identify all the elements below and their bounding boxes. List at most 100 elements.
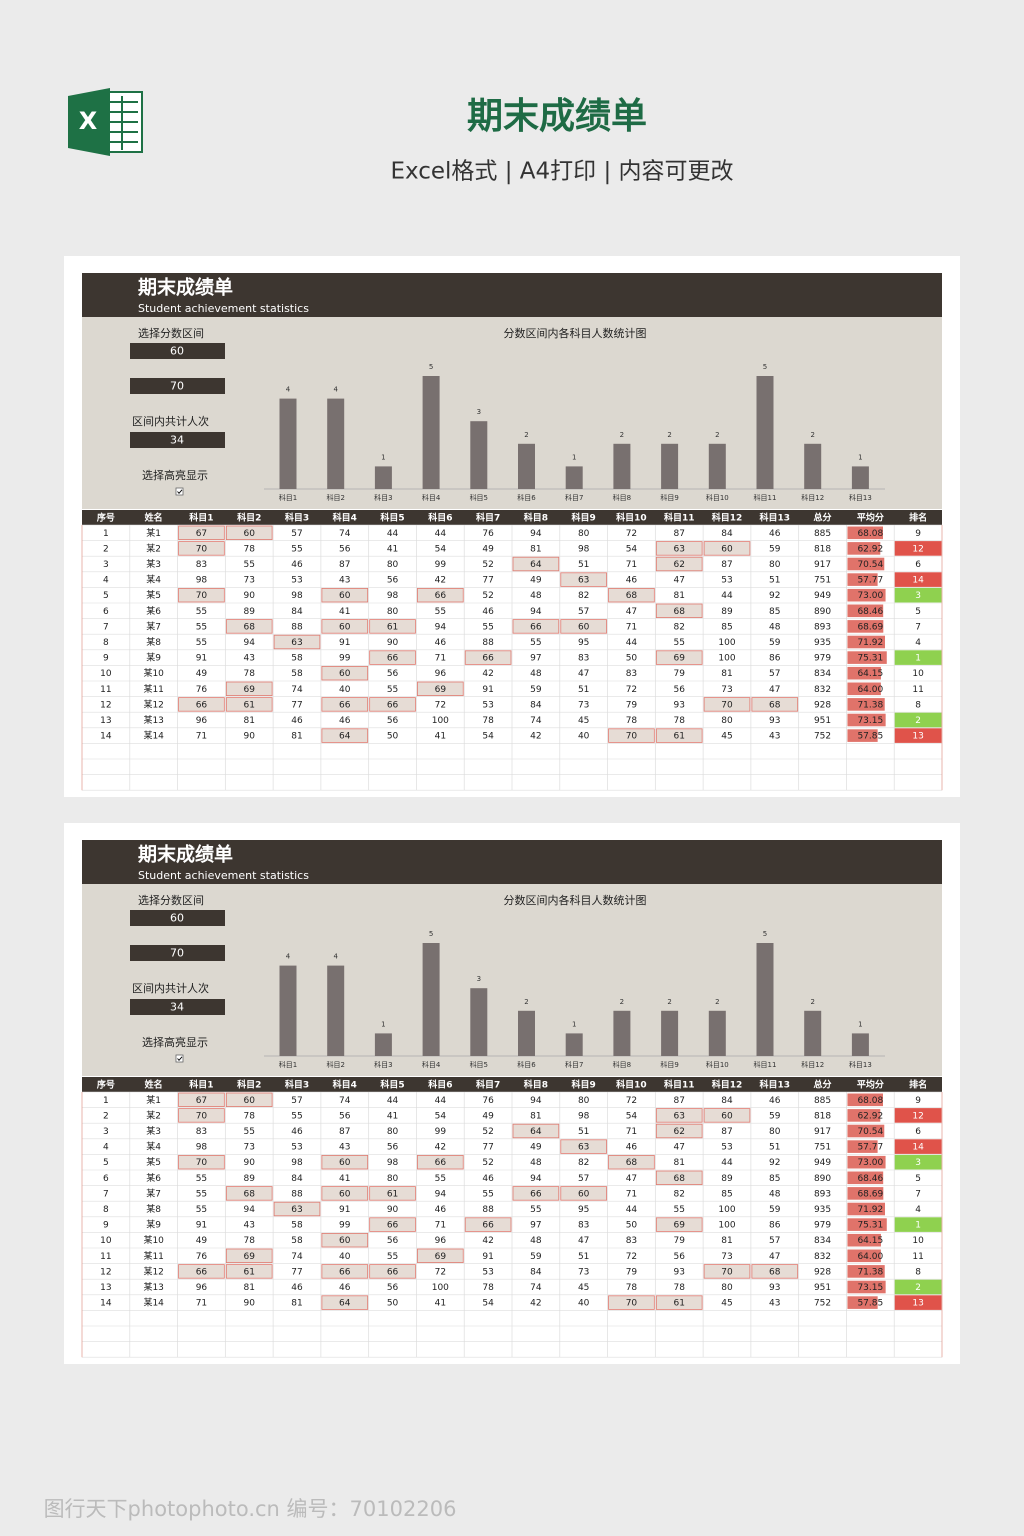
table-cell: 56 — [673, 685, 685, 695]
table-cell: 752 — [814, 732, 831, 742]
table-cell: 7 — [915, 1189, 921, 1199]
checkbox[interactable] — [175, 487, 184, 496]
table-cell: 某12 — [143, 699, 163, 710]
column-header: 总分 — [814, 512, 832, 524]
table-cell: 47 — [626, 1174, 637, 1184]
table-cell: 53 — [482, 700, 493, 710]
rank-cell — [894, 572, 942, 587]
table-cell: 某9 — [146, 653, 161, 664]
column-header: 序号 — [97, 1079, 115, 1091]
table-cell: 59 — [769, 638, 781, 648]
table-cell: 96 — [196, 1283, 208, 1293]
table-cell: 98 — [196, 576, 208, 586]
rank-cell — [894, 541, 942, 556]
table-cell: 55 — [482, 622, 493, 632]
table-cell: 9 — [103, 654, 109, 664]
table-cell: 43 — [243, 1221, 254, 1231]
bar — [279, 965, 297, 1056]
table-cell: 84 — [530, 1267, 542, 1277]
table-cell: 70 — [196, 591, 208, 601]
table-cell: 45 — [578, 1283, 589, 1293]
avg-data-bar — [847, 1124, 885, 1138]
table-cell: 73 — [721, 685, 732, 695]
bar — [851, 1033, 869, 1056]
table-cell: 11 — [100, 685, 111, 695]
table-cell: 68.69 — [857, 1189, 883, 1199]
highlight-cell — [178, 541, 225, 556]
table-cell: 13 — [100, 1283, 111, 1293]
avg-data-bar — [847, 729, 878, 742]
column-header: 科目2 — [237, 1079, 261, 1091]
table-cell: 63 — [673, 1111, 684, 1121]
table-cell: 97 — [530, 1221, 541, 1231]
column-header: 科目12 — [712, 1079, 743, 1091]
avg-data-bar — [847, 666, 881, 680]
table-cell: 92 — [769, 591, 780, 601]
highlight-cell — [655, 1217, 703, 1232]
table-cell: 某4 — [146, 575, 161, 586]
table-cell: 41 — [387, 544, 398, 554]
highlight-cell — [225, 1092, 273, 1108]
table-cell: 64 — [530, 1127, 542, 1137]
table-cell: 2 — [915, 716, 921, 726]
table-cell: 87 — [721, 560, 732, 570]
bar — [661, 1010, 679, 1056]
column-header: 科目4 — [333, 1079, 357, 1091]
table-cell: 951 — [814, 1283, 831, 1293]
table-cell: 84 — [721, 1096, 733, 1106]
table-cell: 43 — [339, 1143, 350, 1153]
table-cell: 47 — [578, 1236, 589, 1246]
table-cell: 42 — [435, 576, 446, 586]
table-cell: 57 — [291, 1096, 302, 1106]
table-cell: 61 — [243, 1267, 254, 1277]
table-cell: 81 — [530, 1111, 541, 1121]
table-cell: 47 — [626, 607, 637, 617]
highlight-cell — [655, 556, 703, 572]
table-cell: 55 — [291, 544, 302, 554]
highlight-cell — [703, 1264, 751, 1279]
highlight-cell — [703, 697, 751, 712]
table-cell: 56 — [673, 1252, 685, 1262]
table-cell: 72 — [435, 1267, 446, 1277]
watermark: 图行天下photophoto.cn 编号：70102206 — [44, 1497, 457, 1521]
table-cell: 58 — [291, 669, 303, 679]
table-cell: 60 — [339, 591, 351, 601]
table-cell: 72 — [435, 700, 446, 710]
checkbox[interactable] — [175, 1054, 184, 1063]
table-cell: 41 — [339, 1174, 350, 1184]
avg-data-bar — [847, 526, 883, 540]
table-cell: 70.54 — [857, 560, 883, 570]
bar — [756, 943, 774, 1056]
table-cell: 48 — [530, 1236, 542, 1246]
avg-data-bar — [847, 1296, 878, 1309]
table-cell: 95 — [578, 1205, 589, 1215]
column-header: 排名 — [909, 1079, 927, 1091]
table-cell: 91 — [196, 654, 207, 664]
avg-data-bar — [847, 635, 886, 649]
x-tick-label: 科目1 — [279, 493, 297, 502]
x-tick-label: 科目8 — [613, 493, 631, 502]
table-cell: 某2 — [146, 1110, 161, 1121]
table-cell: 66 — [435, 1158, 447, 1168]
table-cell: 44 — [721, 1158, 733, 1168]
table-cell: 某6 — [146, 606, 161, 617]
table-cell: 8 — [103, 1205, 109, 1215]
bar — [756, 376, 774, 489]
table-cell: 100 — [432, 716, 449, 726]
highlight-label: 选择高亮显示 — [142, 1035, 208, 1049]
table-cell: 55 — [530, 638, 541, 648]
table-cell: 751 — [814, 1143, 831, 1153]
table-cell: 57 — [769, 669, 780, 679]
table-cell: 68 — [769, 700, 781, 710]
table-cell: 8 — [915, 1267, 921, 1277]
highlight-cell — [225, 1248, 273, 1264]
rank-cell — [894, 1217, 942, 1232]
table-cell: 某14 — [143, 1298, 164, 1309]
table-cell: 935 — [814, 1205, 831, 1215]
table-cell: 93 — [673, 1267, 684, 1277]
table-cell: 77 — [482, 576, 493, 586]
table-cell: 91 — [339, 638, 350, 648]
table-cell: 71.92 — [857, 638, 883, 648]
table-cell: 40 — [339, 685, 351, 695]
table-cell: 54 — [435, 544, 447, 554]
